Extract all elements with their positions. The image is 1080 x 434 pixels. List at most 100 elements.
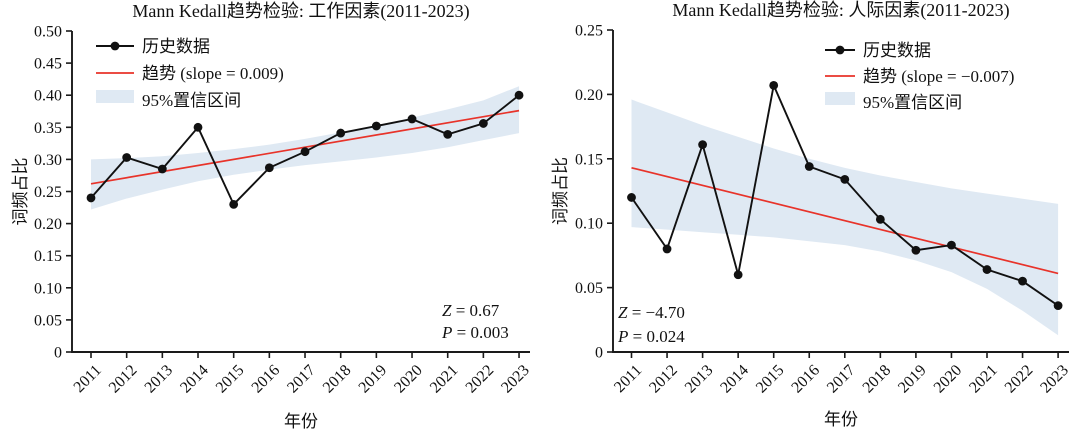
x-tick-label: 2019: [356, 362, 391, 397]
x-axis-label: 年份: [824, 410, 858, 429]
data-point-marker: [982, 265, 992, 274]
confidence-band: [631, 99, 1059, 336]
y-tick-label: 0.05: [34, 312, 62, 329]
x-tick-label: 2019: [895, 362, 930, 397]
x-tick-label: 2013: [142, 362, 177, 397]
data-point-marker: [840, 175, 850, 184]
statistics-annotation: Z = −4.70 P = 0.024: [617, 303, 685, 346]
data-point-marker: [1053, 301, 1063, 311]
x-tick-label: 2018: [320, 362, 355, 397]
x-tick-label: 2022: [463, 362, 498, 397]
y-tick-label: 0.15: [34, 248, 62, 265]
statistics-annotation: Z = 0.67 P = 0.003: [441, 301, 509, 342]
legend-label: 历史数据: [863, 41, 931, 60]
data-point-marker: [300, 147, 310, 157]
data-point-marker: [947, 240, 956, 250]
y-tick-label: 0: [54, 345, 62, 362]
x-tick-label: 2013: [682, 362, 717, 397]
x-tick-label: 2021: [966, 362, 1001, 397]
x-tick-label: 2012: [646, 362, 681, 397]
x-tick-label: 2014: [177, 362, 212, 397]
data-point-marker: [443, 129, 453, 139]
y-tick-label: 0.05: [575, 280, 603, 297]
y-axis: 0 0.05 0.10 0.15 0.20 0.25: [575, 23, 613, 362]
data-point-marker: [229, 199, 239, 209]
chart-title: Mann Kedall趋势检验: 工作因素(2011-2023): [132, 1, 469, 22]
data-point-marker: [193, 122, 203, 132]
x-tick-label: 2015: [213, 362, 248, 397]
legend-item: 历史数据: [96, 37, 210, 56]
x-tick-label: 2017: [284, 362, 319, 397]
x-tick-label: 2015: [753, 362, 788, 397]
p-value-text: P = 0.024: [617, 327, 685, 346]
z-statistic-text: Z = 0.67: [442, 301, 500, 320]
work-factors-chart-panel: 0 0.05 0.10 0.15 0.20 0.25 0.30 0.35 0.40 0.45 0.5…: [11, 1, 533, 431]
trend-line: [90, 109, 520, 185]
data-point-marker: [662, 244, 672, 254]
data-point-marker: [733, 270, 743, 280]
x-tick-label: 2014: [717, 362, 752, 397]
legend-label: 95%置信区间: [142, 91, 241, 110]
data-point-marker: [875, 214, 885, 224]
z-statistic-text: Z = −4.70: [618, 303, 685, 322]
y-tick-label: 0.25: [34, 184, 62, 201]
y-tick-label: 0.15: [575, 151, 603, 168]
data-point-marker: [1018, 276, 1027, 286]
legend-label: 趋势 (slope = −0.007): [863, 67, 1014, 86]
legend-item: 趋势 (slope = −0.007): [825, 67, 1014, 86]
y-tick-label: 0.10: [34, 280, 62, 297]
x-tick-label: 2020: [931, 362, 966, 397]
y-tick-label: 0.45: [34, 56, 62, 73]
data-point-marker: [478, 119, 488, 128]
confidence-band-swatch: [825, 92, 855, 105]
chart-title: Mann Kedall趋势检验: 人际因素(2011-2023): [672, 0, 1009, 21]
x-tick-label: 2020: [391, 362, 426, 397]
x-axis: 2011 2012 2013 2014 2015 2016 2017 2018 2019 2020…: [611, 352, 1072, 396]
x-axis-label: 年份: [284, 412, 318, 431]
data-point-marker: [627, 193, 636, 202]
x-tick-label: 2017: [824, 362, 859, 397]
data-point-marker: [264, 163, 274, 173]
x-tick-label: 2018: [860, 362, 895, 397]
confidence-band-swatch: [96, 90, 134, 103]
legend-label: 历史数据: [142, 37, 210, 56]
data-point-marker: [804, 162, 814, 171]
trend-line: [631, 166, 1059, 275]
data-point-marker: [157, 164, 167, 174]
y-tick-label: 0.40: [34, 88, 62, 105]
data-point-marker: [698, 140, 707, 150]
legend-label: 趋势 (slope = 0.009): [142, 64, 284, 83]
x-axis: 2011 2012 2013 2014 2015 2016 2017 2018 2019 2020…: [71, 352, 533, 396]
legend-item: 趋势 (slope = 0.009): [96, 64, 284, 83]
legend-item: 历史数据: [825, 41, 931, 60]
y-tick-label: 0.20: [34, 216, 62, 233]
y-tick-label: 0.50: [34, 24, 62, 41]
history-marker-swatch: [835, 45, 845, 55]
data-point-marker: [911, 245, 921, 255]
x-tick-label: 2012: [106, 362, 141, 397]
data-point-marker: [86, 193, 96, 203]
y-tick-label: 0.30: [34, 152, 62, 169]
x-tick-label: 2022: [1002, 362, 1037, 397]
y-tick-label: 0.20: [575, 87, 603, 104]
data-point-marker: [122, 153, 132, 162]
x-tick-label: 2011: [71, 362, 105, 396]
legend-label: 95%置信区间: [863, 93, 962, 112]
data-point-marker: [407, 114, 417, 124]
x-tick-label: 2023: [498, 362, 533, 397]
history-data-markers: [627, 80, 1063, 311]
y-axis-label: 词频占比: [551, 157, 570, 225]
y-axis-label: 词频占比: [11, 158, 30, 226]
x-tick-label: 2016: [249, 362, 284, 397]
interpersonal-factors-chart-panel: 0 0.05 0.10 0.15 0.20 0.25 2011 2012 2013 2014 201…: [540, 0, 1080, 434]
y-tick-label: 0: [595, 345, 603, 362]
data-point-marker: [371, 121, 381, 131]
work-factors-chart: 0 0.05 0.10 0.15 0.20 0.25 0.30 0.35 0.40 0.45 0.5…: [11, 1, 533, 431]
history-data-markers: [86, 90, 524, 209]
legend-item: 95%置信区间: [96, 90, 241, 110]
x-tick-label: 2016: [788, 362, 823, 397]
data-point-marker: [336, 128, 346, 138]
